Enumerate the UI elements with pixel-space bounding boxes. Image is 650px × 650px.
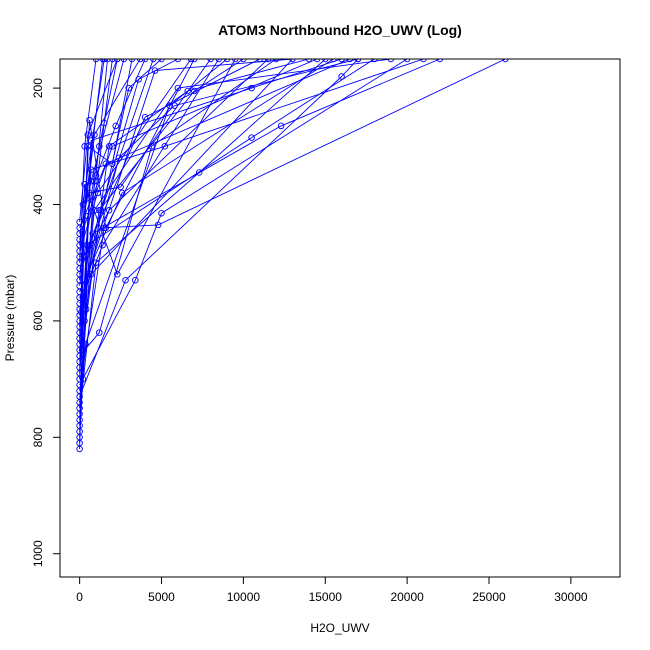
- data-point: [91, 131, 98, 138]
- data-point: [135, 76, 142, 83]
- data-point: [76, 218, 83, 226]
- data-point: [94, 189, 101, 197]
- data-point: [84, 131, 92, 138]
- data-point: [141, 113, 149, 121]
- data-point: [195, 169, 203, 176]
- data-point: [86, 116, 93, 124]
- series-line: [79, 59, 318, 240]
- x-tick-label: 5000: [148, 590, 175, 604]
- series-line: [79, 59, 154, 275]
- series-line: [79, 59, 424, 362]
- x-tick-label: 10000: [227, 590, 261, 604]
- data-point: [151, 67, 159, 74]
- y-axis: 200 400 600 800 1000: [31, 78, 61, 567]
- data-point: [125, 84, 133, 92]
- data-point: [87, 177, 95, 185]
- data-point: [102, 160, 110, 168]
- data-point: [96, 207, 103, 214]
- data-point: [158, 209, 165, 217]
- x-tick-label: 30000: [554, 590, 588, 604]
- data-point: [96, 329, 103, 336]
- data-point: [122, 276, 129, 284]
- series-line: [79, 59, 408, 386]
- x-axis: 0 5000 10000 15000 20000 25000 30000: [76, 576, 588, 604]
- x-tick-label: 0: [76, 590, 83, 604]
- series-line: [79, 59, 113, 316]
- data-point: [114, 271, 121, 278]
- data-point: [248, 134, 255, 141]
- data-point: [184, 87, 191, 95]
- data-point: [191, 87, 198, 95]
- series-line: [79, 59, 334, 292]
- series-line: [79, 59, 359, 397]
- data-point: [132, 276, 139, 284]
- y-tick-label: 600: [31, 311, 45, 331]
- data-point: [109, 143, 116, 150]
- x-axis-label: H2O_UWV: [310, 621, 369, 635]
- data-point: [112, 122, 119, 130]
- series-line: [79, 59, 228, 420]
- y-tick-label: 1000: [31, 540, 45, 567]
- series-37: [76, 59, 321, 243]
- series-line: [79, 59, 293, 298]
- data-point: [87, 271, 95, 278]
- data-point: [171, 102, 178, 109]
- y-tick-label: 400: [31, 194, 45, 214]
- series-line: [79, 59, 220, 304]
- y-axis-label: Pressure (mbar): [3, 275, 17, 362]
- series-line: [79, 59, 118, 223]
- series-line: [79, 59, 506, 391]
- y-tick-label: 200: [31, 78, 45, 98]
- data-point: [277, 122, 285, 130]
- chart-title: ATOM3 Northbound H2O_UWV (Log): [218, 22, 462, 38]
- data-point: [105, 207, 113, 214]
- series-line: [79, 59, 105, 246]
- data-point: [92, 172, 100, 179]
- data-point: [81, 143, 88, 150]
- series-line: [79, 59, 125, 234]
- x-tick-label: 20000: [390, 590, 424, 604]
- x-tick-label: 25000: [472, 590, 506, 604]
- series-line: [79, 59, 244, 321]
- series-line: [79, 59, 269, 269]
- data-point: [338, 73, 345, 80]
- series-line: [79, 59, 375, 409]
- series-line: [79, 59, 108, 287]
- series-line: [79, 59, 192, 252]
- y-tick-label: 800: [31, 427, 45, 447]
- data-point: [161, 143, 169, 150]
- series-line: [79, 59, 350, 228]
- data-point: [105, 143, 113, 150]
- data-point: [81, 180, 88, 188]
- x-tick-label: 15000: [309, 590, 343, 604]
- data-point: [118, 189, 126, 197]
